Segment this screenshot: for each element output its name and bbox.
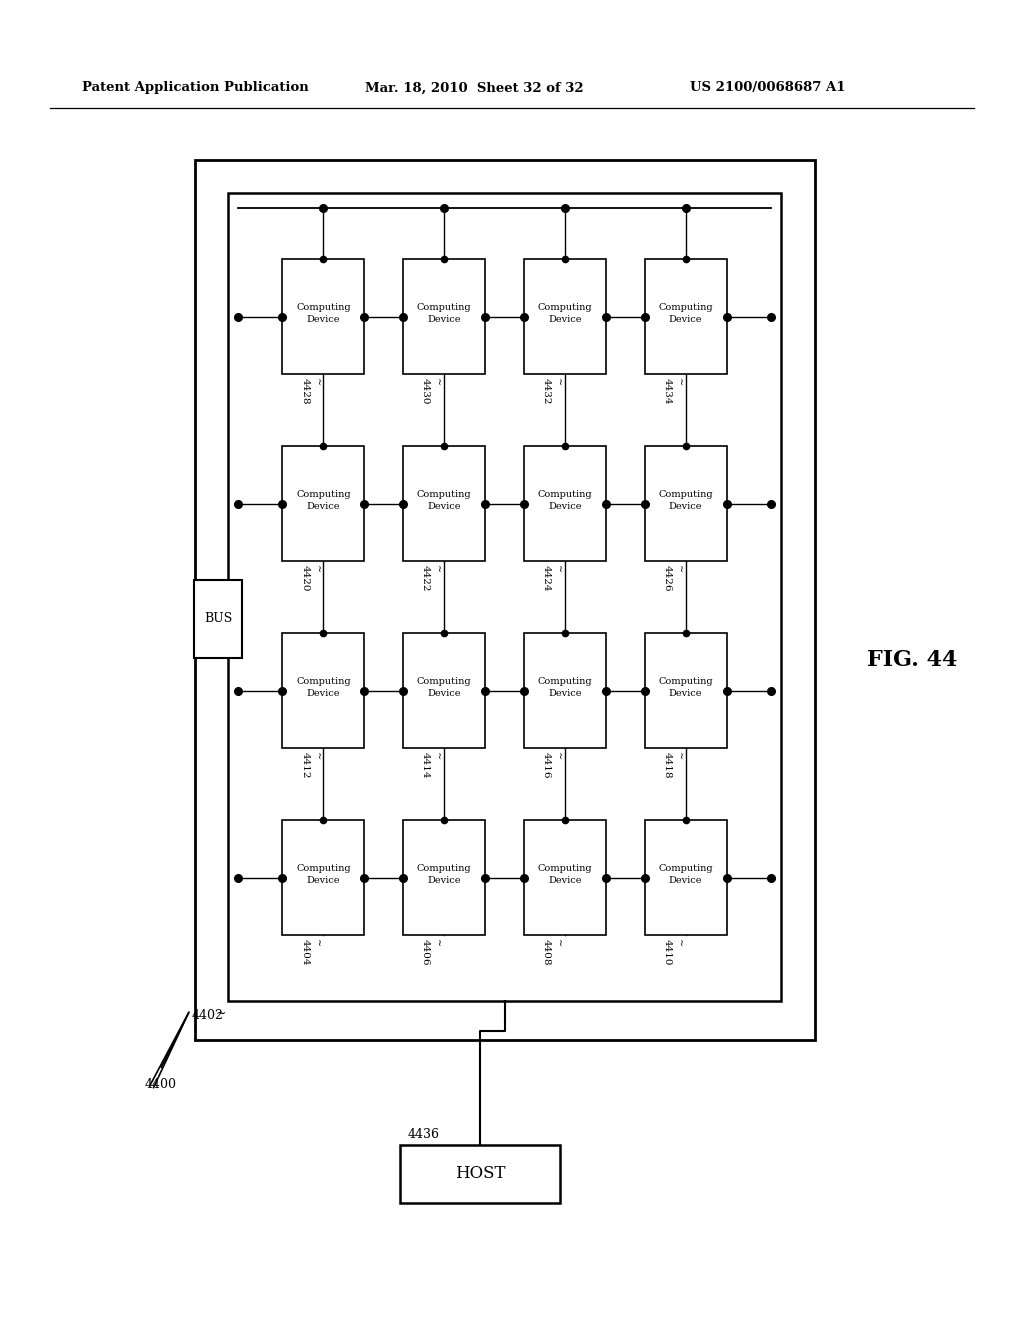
Text: ∼: ∼: [554, 752, 563, 760]
Text: Computing
Device: Computing Device: [417, 677, 471, 698]
Text: ∼: ∼: [433, 565, 442, 574]
Bar: [524, 259, 606, 375]
Text: ∼: ∼: [554, 379, 563, 387]
Text: 4408: 4408: [542, 940, 551, 966]
Text: 4402: 4402: [191, 1008, 223, 1022]
Text: ∼: ∼: [215, 1007, 226, 1020]
Text: ∼: ∼: [675, 752, 684, 760]
Text: 4410: 4410: [663, 940, 672, 966]
Text: Computing
Device: Computing Device: [538, 304, 592, 323]
Text: Computing
Device: Computing Device: [417, 304, 471, 323]
Text: Computing
Device: Computing Device: [658, 865, 713, 884]
Text: 4434: 4434: [663, 379, 672, 405]
Text: Computing
Device: Computing Device: [538, 865, 592, 884]
Text: ∼: ∼: [433, 379, 442, 387]
Bar: [195, 160, 815, 1040]
Text: Computing
Device: Computing Device: [658, 490, 713, 511]
Text: ∼: ∼: [675, 940, 684, 948]
Bar: [283, 632, 365, 748]
Text: 4424: 4424: [542, 565, 551, 591]
Bar: [194, 579, 242, 657]
Text: ∼: ∼: [554, 565, 563, 574]
Text: 4432: 4432: [542, 379, 551, 405]
Bar: [283, 259, 365, 375]
Text: ∼: ∼: [675, 379, 684, 387]
Text: 4412: 4412: [300, 752, 309, 779]
Bar: [644, 632, 727, 748]
Text: Computing
Device: Computing Device: [296, 490, 350, 511]
Text: ∼: ∼: [312, 379, 322, 387]
Text: 4416: 4416: [542, 752, 551, 779]
Bar: [644, 446, 727, 561]
Text: ∼: ∼: [433, 940, 442, 948]
Bar: [524, 820, 606, 936]
Text: 4418: 4418: [663, 752, 672, 779]
Bar: [403, 259, 485, 375]
Text: Computing
Device: Computing Device: [658, 677, 713, 698]
Bar: [644, 259, 727, 375]
Text: Patent Application Publication: Patent Application Publication: [82, 82, 309, 95]
Bar: [524, 446, 606, 561]
Bar: [403, 820, 485, 936]
Text: 4430: 4430: [421, 379, 430, 405]
Text: BUS: BUS: [204, 612, 232, 626]
Text: ∼: ∼: [312, 940, 322, 948]
Text: HOST: HOST: [455, 1166, 505, 1183]
Text: Computing
Device: Computing Device: [296, 865, 350, 884]
Bar: [400, 1144, 560, 1203]
Text: FIG. 44: FIG. 44: [866, 649, 957, 671]
Bar: [403, 632, 485, 748]
Text: Computing
Device: Computing Device: [296, 677, 350, 698]
Text: US 2100/0068687 A1: US 2100/0068687 A1: [690, 82, 846, 95]
Text: 4422: 4422: [421, 565, 430, 591]
Text: Mar. 18, 2010  Sheet 32 of 32: Mar. 18, 2010 Sheet 32 of 32: [365, 82, 584, 95]
Bar: [403, 446, 485, 561]
Text: ∼: ∼: [312, 565, 322, 574]
Bar: [228, 193, 781, 1001]
Text: Computing
Device: Computing Device: [538, 677, 592, 698]
Text: Computing
Device: Computing Device: [417, 490, 471, 511]
Text: Computing
Device: Computing Device: [538, 490, 592, 511]
Text: 4420: 4420: [300, 565, 309, 591]
Text: Computing
Device: Computing Device: [296, 304, 350, 323]
Bar: [644, 820, 727, 936]
Text: 4406: 4406: [421, 940, 430, 966]
Text: ∼: ∼: [554, 940, 563, 948]
Bar: [524, 632, 606, 748]
Text: Computing
Device: Computing Device: [658, 304, 713, 323]
Text: 4404: 4404: [300, 940, 309, 966]
Text: 4436: 4436: [408, 1129, 440, 1140]
Text: ∼: ∼: [312, 752, 322, 760]
Text: ∼: ∼: [675, 565, 684, 574]
Text: 4428: 4428: [300, 379, 309, 405]
Text: Computing
Device: Computing Device: [417, 865, 471, 884]
Bar: [283, 446, 365, 561]
Bar: [283, 820, 365, 936]
Text: 4414: 4414: [421, 752, 430, 779]
Text: ∼: ∼: [433, 752, 442, 760]
Text: ∼: ∼: [408, 1147, 419, 1160]
Text: 4426: 4426: [663, 565, 672, 591]
Text: 4400: 4400: [145, 1078, 177, 1092]
